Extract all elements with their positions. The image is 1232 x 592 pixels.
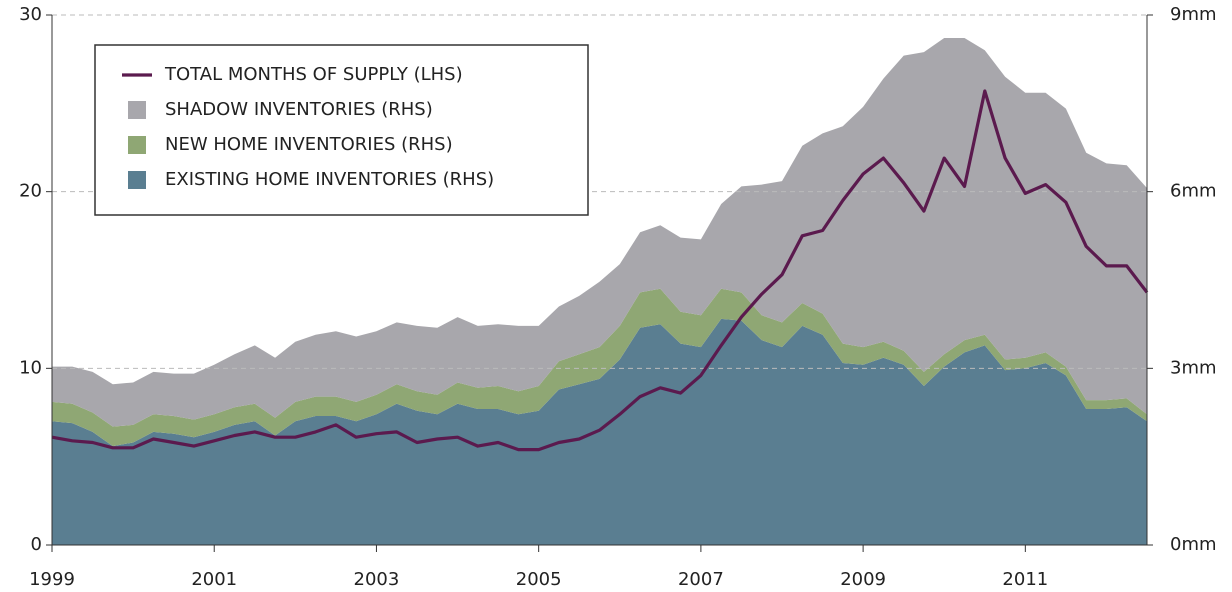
y2-tick-label: 9mm xyxy=(1170,4,1217,25)
areas xyxy=(52,38,1147,545)
x-tick-label: 2011 xyxy=(1002,569,1048,590)
x-tick-label: 2005 xyxy=(516,569,562,590)
line xyxy=(51,89,1149,452)
y2-tick-label: 0mm xyxy=(1170,534,1217,555)
legend-marker xyxy=(128,136,146,154)
y-tick-label: 10 xyxy=(19,357,42,378)
lines xyxy=(51,89,1149,452)
area xyxy=(52,318,1147,545)
legend-marker xyxy=(128,171,146,189)
x-tick-label: 2007 xyxy=(678,569,724,590)
x-tick-label: 2001 xyxy=(191,569,237,590)
legend-box xyxy=(94,44,589,216)
axes: 0 10 20 30 0mm 3mm 6mm 9mm 1999 2001 2003 2005 2007 2… xyxy=(19,4,1216,590)
legend-label: NEW HOME INVENTORIES (RHS) xyxy=(165,134,453,155)
x-tick-label: 2009 xyxy=(840,569,886,590)
area xyxy=(52,288,1147,447)
area xyxy=(52,38,1147,427)
y-tick-label: 20 xyxy=(19,181,42,202)
y2-tick-label: 6mm xyxy=(1170,181,1217,202)
y-tick-label: 0 xyxy=(31,534,42,555)
legend-label: EXISTING HOME INVENTORIES (RHS) xyxy=(165,169,494,190)
legend: TOTAL MONTHS OF SUPPLY (LHS) SHADOW INVEN… xyxy=(94,44,589,216)
legend-marker xyxy=(128,101,146,119)
y2-tick-label: 3mm xyxy=(1170,357,1217,378)
y-tick-label: 30 xyxy=(19,4,42,25)
legend-label: TOTAL MONTHS OF SUPPLY (LHS) xyxy=(164,64,463,85)
x-tick-label: 2003 xyxy=(354,569,400,590)
legend-label: SHADOW INVENTORIES (RHS) xyxy=(165,99,433,120)
x-tick-label: 1999 xyxy=(29,569,75,590)
